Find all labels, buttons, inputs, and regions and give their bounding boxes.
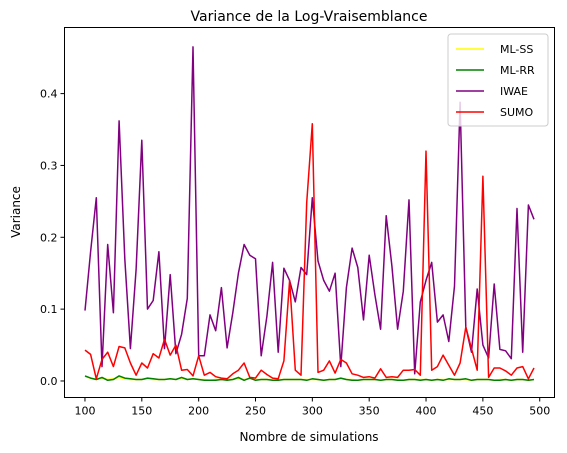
plot-frame [64, 27, 555, 398]
x-tick-label: 100 [74, 405, 95, 418]
series-line-ml-rr [84, 375, 535, 382]
legend-label-ml-rr: ML-RR [500, 64, 535, 77]
x-tick-label: 450 [472, 405, 493, 418]
legend-box [447, 33, 549, 127]
y-axis-ticks: 0.0 0.1 0.2 0.3 0.4 [40, 88, 65, 388]
x-tick-label: 500 [529, 405, 550, 418]
chart-title: Variance de la Log-Vraisemblance [191, 9, 428, 25]
x-tick-label: 350 [359, 405, 380, 418]
y-tick-label: 0.3 [40, 159, 58, 172]
y-tick-label: 0.2 [40, 231, 58, 244]
y-axis-label: Variance [9, 186, 23, 238]
series-line-sumo [84, 123, 535, 380]
x-axis-label: Nombre de simulations [239, 430, 378, 444]
y-tick-label: 0.0 [40, 375, 58, 388]
y-tick-label: 0.4 [40, 88, 58, 101]
legend-label-iwae: IWAE [500, 85, 528, 98]
x-tick-label: 200 [188, 405, 209, 418]
x-axis-ticks: 100 150 200 250 300 350 400 450 500 [74, 397, 550, 418]
x-tick-label: 150 [131, 405, 152, 418]
legend-label-sumo: SUMO [500, 106, 534, 119]
x-tick-label: 250 [245, 405, 266, 418]
legend-label-ml-ss: ML-SS [500, 43, 533, 56]
legend: ML-SS ML-RR IWAE SUMO [447, 33, 549, 127]
x-tick-label: 400 [416, 405, 437, 418]
y-tick-label: 0.1 [40, 303, 58, 316]
series-line-iwae [84, 46, 535, 375]
x-tick-label: 300 [302, 405, 323, 418]
series-layer [84, 46, 535, 382]
